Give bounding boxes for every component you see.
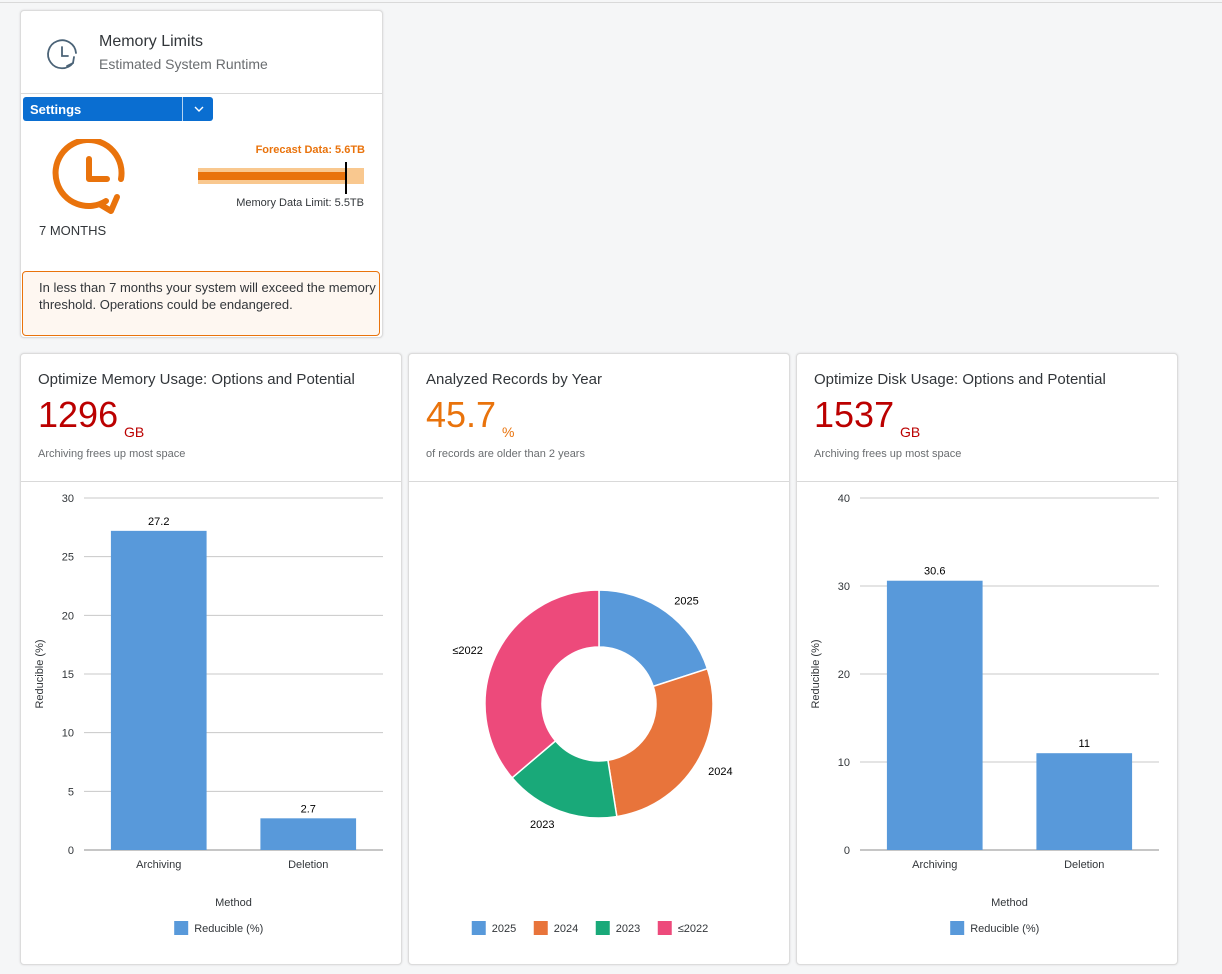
legend-label: ≤2022 [678,923,709,935]
kpi-subtitle: Archiving frees up most space [814,448,962,460]
bar [886,580,983,850]
x-tick-label: Deletion [1064,859,1104,871]
card-title: Memory Limits [99,33,204,50]
memory-limits-card[interactable]: Memory Limits Estimated System Runtime S… [20,10,383,338]
y-tick-label: 40 [838,493,850,505]
y-tick-label: 10 [62,728,74,740]
legend-swatch [471,921,486,935]
header-divider [797,481,1177,482]
records-by-year-card[interactable]: Analyzed Records by Year 45.7 % of recor… [408,353,790,965]
y-tick-label: 5 [68,786,74,798]
card-title: Optimize Disk Usage: Options and Potenti… [814,371,1106,388]
x-axis-label: Method [215,897,252,909]
y-tick-label: 20 [62,610,74,622]
donut-slice [484,589,600,779]
kpi-unit: GB [900,424,921,440]
header-divider [21,481,401,482]
settings-label: Settings [30,102,82,117]
y-tick-label: 0 [844,845,850,857]
kpi-value: 45.7 [426,394,497,435]
memory-bar-chart: 0 5 10 15 20 25 30 27.2 Archiving 2.7 Deletion Redu… [34,493,383,935]
legend-swatch [533,921,548,935]
kpi-unit: % [502,424,515,440]
y-tick-label: 10 [838,757,850,769]
bullet-chart-forecast-bar [198,172,348,180]
card-title: Analyzed Records by Year [426,371,602,388]
kpi-unit: GB [124,424,145,440]
x-axis-label: Method [991,897,1028,909]
y-tick-label: 30 [838,581,850,593]
warning-text: In less than 7 months your system will e… [39,280,376,312]
records-donut-chart: 2025 2024 2023 ≤2022 2025 2024 2023 ≤2022 [452,589,733,935]
limit-label: Memory Data Limit: 5.5TB [236,197,364,209]
x-tick-label: Archiving [136,859,181,871]
kpi-subtitle: Archiving frees up most space [38,448,186,460]
warning-message: In less than 7 months your system will e… [22,271,380,336]
y-tick-label: 15 [62,669,74,681]
header-divider [21,93,382,94]
card-title: Optimize Memory Usage: Options and Poten… [38,371,355,388]
forecast-label: Forecast Data: 5.6TB [255,144,365,156]
y-axis-label: Reducible (%) [34,639,46,708]
legend-swatch [595,921,610,935]
legend-swatch [657,921,672,935]
bar [260,818,357,850]
donut-slice [598,589,709,688]
data-label: 2.7 [301,803,316,815]
kpi-value: 1537 [814,394,895,435]
disk-bar-chart: 0 10 20 30 40 30.6 Archiving 11 Deletion Reducibl… [810,493,1159,935]
legend-label: 2025 [492,923,516,935]
slice-label: 2023 [530,819,554,831]
x-tick-label: Deletion [288,859,328,871]
chevron-down-icon[interactable] [191,100,207,118]
legend-swatch [950,921,965,935]
card-subtitle: Estimated System Runtime [99,56,268,72]
bar [1036,753,1133,850]
x-tick-label: Archiving [912,859,957,871]
slice-label: 2025 [674,595,698,607]
clock-icon [47,39,77,70]
legend-label: Reducible (%) [194,923,263,935]
data-label: 11 [1079,738,1090,750]
legend-label: Reducible (%) [970,923,1039,935]
runtime-label: 7 MONTHS [39,223,107,238]
y-tick-label: 30 [62,493,74,505]
y-tick-label: 25 [62,552,74,564]
disk-optimization-card[interactable]: Optimize Disk Usage: Options and Potenti… [796,353,1178,965]
settings-divider [182,97,183,121]
kpi-value: 1296 [38,394,119,435]
memory-optimization-card[interactable]: Optimize Memory Usage: Options and Poten… [20,353,402,965]
legend-swatch [174,921,189,935]
top-divider [0,2,1222,3]
donut-slice [607,667,714,818]
legend-label: 2024 [554,923,578,935]
header-divider [409,481,789,482]
bullet-chart-limit-marker [344,162,347,194]
y-tick-label: 20 [838,669,850,681]
kpi-subtitle: of records are older than 2 years [426,448,585,460]
bar [110,530,207,850]
slice-label: ≤2022 [452,645,483,657]
data-label: 30.6 [924,566,945,578]
settings-menu-button[interactable]: Settings [23,97,213,121]
legend-label: 2023 [616,923,640,935]
y-tick-label: 0 [68,845,74,857]
data-label: 27.2 [148,516,169,528]
y-axis-label: Reducible (%) [810,639,822,708]
slice-label: 2024 [708,766,732,778]
runtime-clock-icon [52,139,125,214]
